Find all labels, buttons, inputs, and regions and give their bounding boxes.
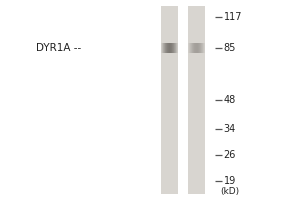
Text: 26: 26 <box>224 150 236 160</box>
Text: 34: 34 <box>224 124 236 134</box>
Text: 48: 48 <box>224 95 236 105</box>
Bar <box>161 6 178 194</box>
Bar <box>188 6 205 194</box>
Text: 85: 85 <box>224 43 236 53</box>
Text: (kD): (kD) <box>220 187 240 196</box>
Text: DYR1A --: DYR1A -- <box>36 43 81 53</box>
Text: 117: 117 <box>224 12 242 22</box>
Text: 19: 19 <box>224 176 236 186</box>
